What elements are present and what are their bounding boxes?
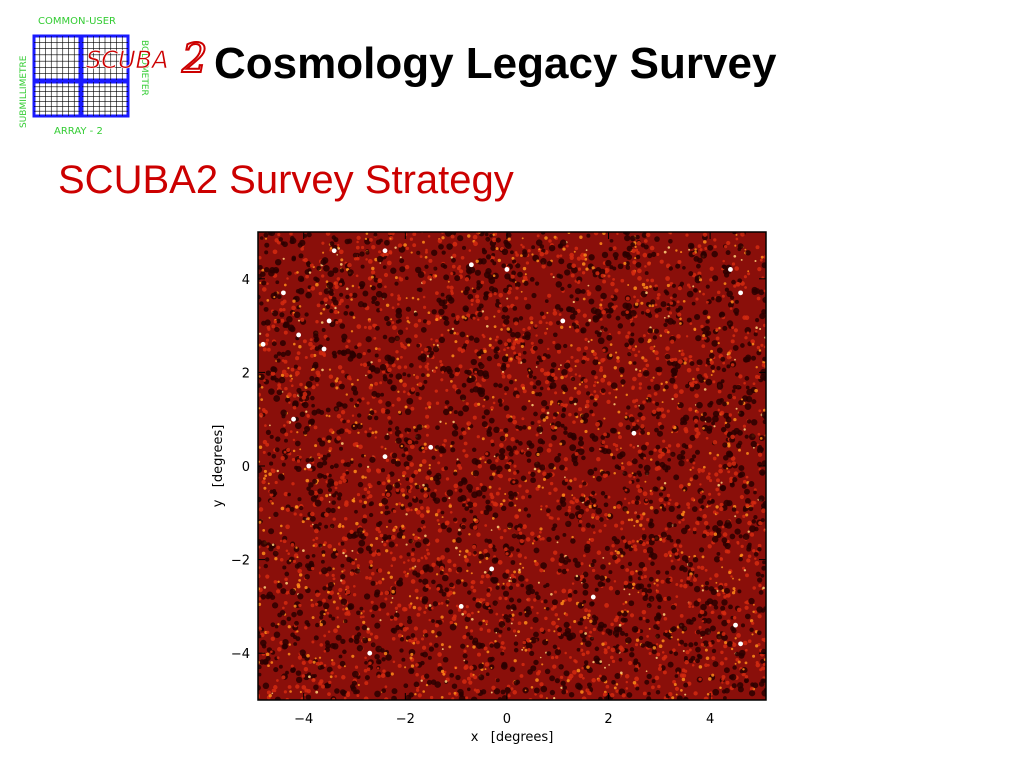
x-tick-label: −4 bbox=[294, 712, 313, 727]
bright-sources bbox=[260, 248, 743, 656]
slide-subtitle: SCUBA2 Survey Strategy bbox=[58, 158, 514, 202]
bright-source-14 bbox=[428, 444, 434, 450]
slide-title: Cosmology Legacy Survey bbox=[214, 39, 777, 88]
bright-source-21 bbox=[738, 641, 743, 647]
bright-source-10 bbox=[260, 341, 266, 347]
x-tick-label: 4 bbox=[706, 712, 714, 727]
bright-source-8 bbox=[326, 318, 332, 324]
bright-source-22 bbox=[367, 650, 373, 656]
bright-source-9 bbox=[560, 318, 566, 324]
y-tick-label: 4 bbox=[242, 273, 250, 288]
x-tick-label: 0 bbox=[503, 712, 511, 727]
bright-source-6 bbox=[281, 290, 286, 296]
y-tick-label: 0 bbox=[242, 460, 250, 475]
logo-wordmark: SCUBA bbox=[86, 46, 168, 74]
bright-source-2 bbox=[468, 262, 474, 268]
bright-source-20 bbox=[733, 622, 738, 628]
y-tick-label: −4 bbox=[231, 647, 250, 662]
bright-source-16 bbox=[306, 463, 312, 469]
bright-source-3 bbox=[504, 267, 510, 272]
bright-source-18 bbox=[590, 594, 596, 600]
bright-source-12 bbox=[291, 416, 296, 422]
logo-left-text: SUBMILLIMETRE bbox=[19, 55, 29, 128]
bolometer-grid-icon bbox=[32, 34, 130, 118]
logo-top-text: COMMON-USER bbox=[38, 16, 116, 27]
bright-source-5 bbox=[738, 290, 743, 296]
scuba2-logo: COMMON-USER SUBMILLIMETRE BOLOMETER ARRA… bbox=[19, 16, 208, 137]
bright-source-0 bbox=[331, 248, 337, 254]
y-axis-label: y [degrees] bbox=[211, 425, 226, 508]
x-tick-label: 2 bbox=[604, 712, 612, 727]
x-tick-label: −2 bbox=[396, 712, 415, 727]
bright-source-17 bbox=[489, 566, 495, 572]
y-tick-label: −2 bbox=[231, 554, 250, 569]
logo-right-text: BOLOMETER bbox=[139, 40, 149, 96]
bright-source-1 bbox=[382, 248, 388, 254]
logo-bottom-text: ARRAY - 2 bbox=[54, 126, 103, 137]
bright-source-4 bbox=[728, 267, 733, 272]
x-axis-label: x [degrees] bbox=[471, 730, 554, 745]
y-tick-label: 2 bbox=[242, 366, 250, 381]
bright-source-7 bbox=[296, 332, 302, 338]
bright-source-13 bbox=[631, 430, 637, 436]
bright-source-15 bbox=[382, 454, 388, 460]
bright-source-11 bbox=[321, 346, 327, 352]
noise-texture bbox=[258, 232, 766, 700]
logo-wordmark-digit: 2 bbox=[181, 36, 207, 82]
bright-source-19 bbox=[458, 604, 464, 609]
